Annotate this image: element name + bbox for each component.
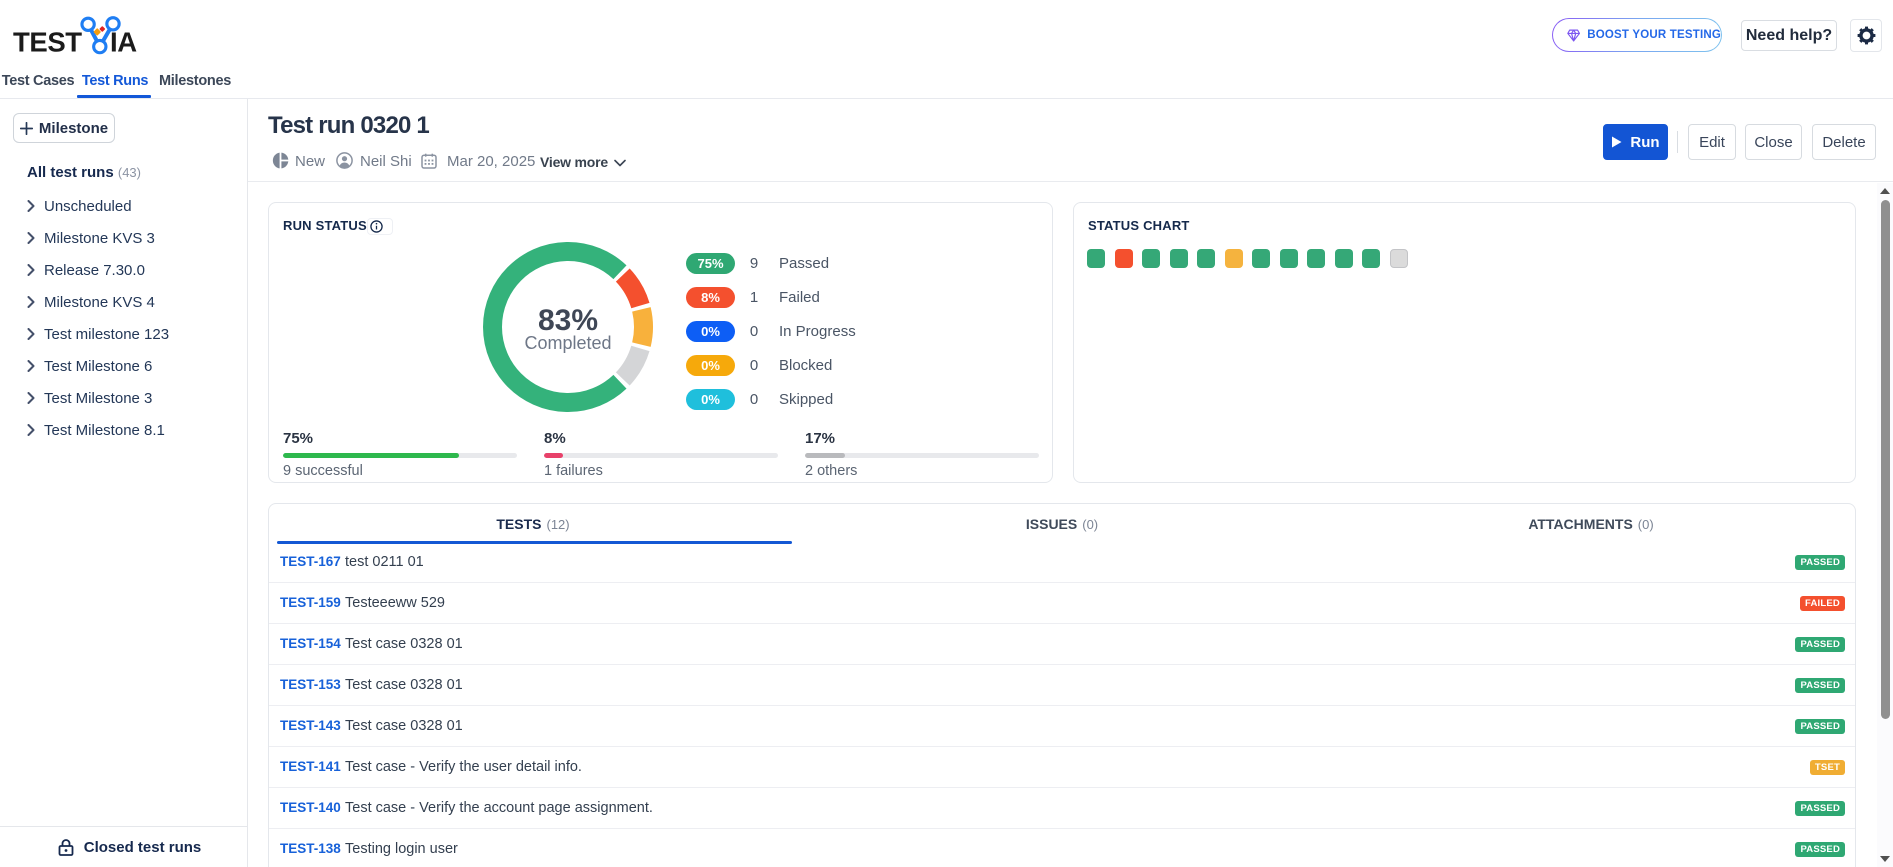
svg-text:IA: IA [110,27,137,58]
svg-text:TEST: TEST [13,27,82,58]
